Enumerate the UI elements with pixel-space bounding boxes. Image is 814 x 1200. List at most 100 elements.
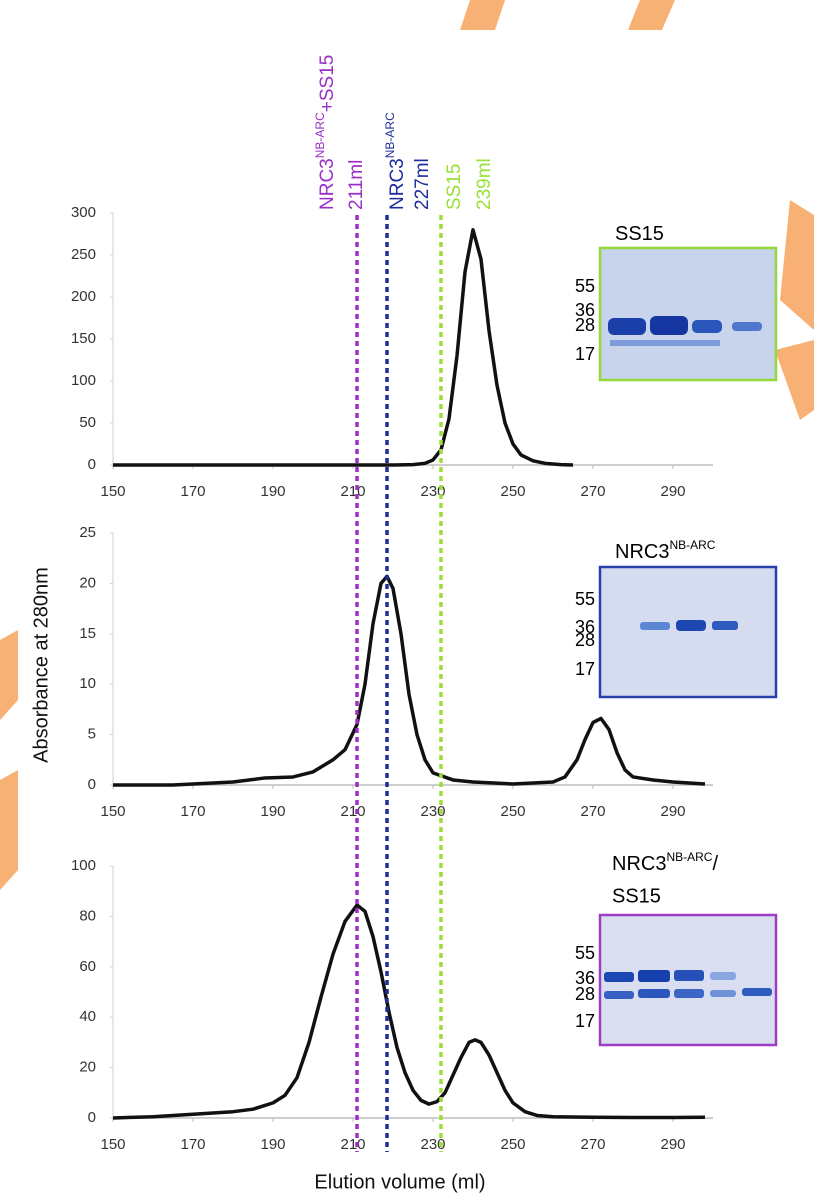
x-tick-label: 170 [180,803,205,820]
x-tick-label: 170 [180,483,205,500]
gel-band [674,970,704,981]
gel-band [650,316,688,335]
gel-band [742,988,772,996]
x-tick-label: 230 [420,803,445,820]
marker-label: 28 [575,315,595,335]
x-tick-label: 190 [260,803,285,820]
annotation-sup: NB-ARC [383,112,397,158]
x-tick-label: 150 [100,803,125,820]
x-tick-label: 290 [660,483,685,500]
elution-curve [112,903,706,1120]
y-tick-label: 150 [71,330,96,347]
x-tick-label: 190 [260,1136,285,1153]
x-tick-label: 150 [100,483,125,500]
gel-title-after: / [712,853,718,875]
y-tick-label: 20 [79,574,96,591]
y-tick-label: 15 [79,625,96,642]
y-tick-label: 0 [88,456,96,473]
gel-title: SS15 [615,223,664,245]
annotation-sup: NB-ARC [313,112,327,158]
gel-band [640,622,670,630]
annotation-after: +SS15 [317,55,338,113]
x-tick-label: 210 [340,483,365,500]
gel-title-sup: NB-ARC [666,850,712,864]
marker-label: 28 [575,984,595,1004]
gel-frame [598,565,778,699]
elution-curve [113,228,574,467]
gel-band [604,991,634,999]
y-tick-label: 100 [71,372,96,389]
y-tick-label: 80 [79,907,96,924]
gel-title-main: SS15 [615,223,664,245]
watermark-shape [775,340,814,420]
y-tick-label: 200 [71,288,96,305]
marker-label: 36 [575,968,595,988]
elution-curve [113,574,706,787]
annotation-name: SS15 [444,164,465,210]
gel-band [638,989,670,998]
gel-background [600,567,776,697]
y-tick-label: 100 [71,857,96,874]
gel-band [710,972,736,980]
y-tick-label: 20 [79,1059,96,1076]
gel-title-line2: SS15 [612,885,661,907]
watermark-shape [780,200,814,330]
y-tick-label: 250 [71,246,96,263]
y-axis-label: Absorbance at 280nm [30,567,52,763]
watermark-shape [0,770,18,890]
annotation-label: NRC3NB-ARC [383,112,408,210]
x-tick-label: 190 [260,483,285,500]
annotation-label: SS15 [444,164,465,210]
gel-title-sup: NB-ARC [669,538,715,552]
gel-band [604,972,634,982]
gel-image [600,248,776,1045]
gel-title-main: NRC3 [615,541,669,563]
marker-label: 17 [575,344,595,364]
y-tick-label: 5 [88,726,96,743]
x-tick-label: 210 [340,803,365,820]
x-tick-label: 290 [660,803,685,820]
annotation-name: NRC3 [387,158,408,210]
gel-band [610,340,720,346]
watermark-shape [0,630,18,720]
gel-title-main: NRC3 [612,853,666,875]
y-tick-label: 50 [79,414,96,431]
watermark-shape [460,0,505,30]
y-tick-label: 10 [79,675,96,692]
marker-label: 17 [575,1011,595,1031]
y-tick-label: 300 [71,204,96,221]
y-tick-label: 40 [79,1008,96,1025]
x-tick-label: 230 [420,1136,445,1153]
gel-background [600,248,776,380]
marker-label: 55 [575,943,595,963]
watermark [0,0,814,890]
gel-band [608,318,646,335]
annotation-label: NRC3NB-ARC+SS15 [313,55,338,210]
x-tick-label: 290 [660,1136,685,1153]
gel-title: NRC3NB-ARC [615,538,716,563]
x-tick-label: 270 [580,1136,605,1153]
y-tick-label: 25 [79,524,96,541]
x-axis-label: Elution volume (ml) [314,1171,485,1193]
gel-band [712,621,738,630]
x-tick-label: 250 [500,803,525,820]
y-tick-label: 0 [88,776,96,793]
annotation-name: NRC3 [317,158,338,210]
marker-label: 36 [575,617,595,637]
x-tick-label: 250 [500,1136,525,1153]
x-tick-label: 270 [580,803,605,820]
gel-band [674,989,704,998]
gel-frame [598,246,778,382]
marker-label: 36 [575,300,595,320]
gel-band [710,990,736,997]
gel-band [692,320,722,333]
gel-title: NRC3NB-ARC/ [612,850,718,875]
x-tick-label: 250 [500,483,525,500]
x-tick-label: 170 [180,1136,205,1153]
y-tick-label: 0 [88,1109,96,1126]
annotation-volume: 211ml [346,160,367,210]
gel-band [732,322,762,331]
marker-label: 28 [575,630,595,650]
gel-band [676,620,706,631]
